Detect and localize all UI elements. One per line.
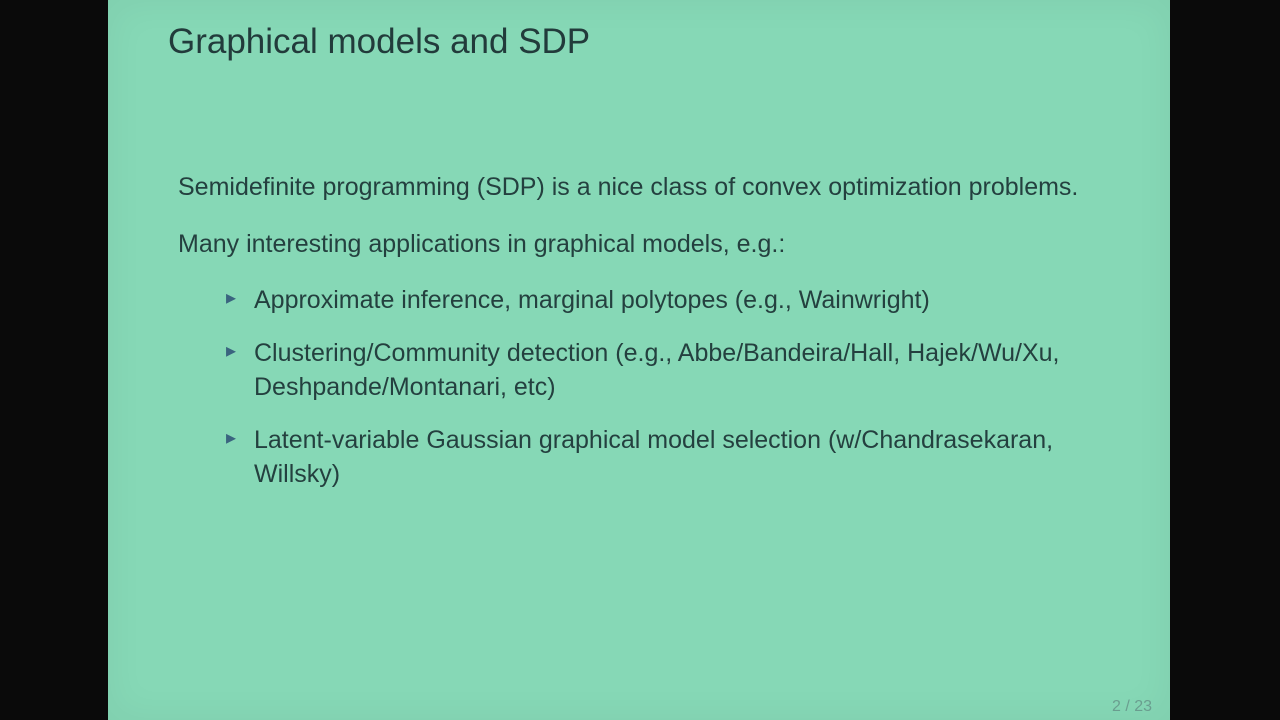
bullet-item: Approximate inference, marginal polytope… bbox=[226, 283, 1098, 318]
slide-body: Semidefinite programming (SDP) is a nice… bbox=[178, 170, 1098, 510]
paragraph: Semidefinite programming (SDP) is a nice… bbox=[178, 170, 1098, 205]
bullet-text: Approximate inference, marginal polytope… bbox=[254, 286, 930, 314]
bullet-text: Latent-variable Gaussian graphical model… bbox=[254, 426, 1053, 489]
slide-title: Graphical models and SDP bbox=[168, 22, 590, 62]
bullet-item: Latent-variable Gaussian graphical model… bbox=[226, 423, 1098, 492]
bullet-text: Clustering/Community detection (e.g., Ab… bbox=[254, 339, 1060, 402]
page-number: 2 / 23 bbox=[1112, 698, 1152, 716]
bullet-item: Clustering/Community detection (e.g., Ab… bbox=[226, 336, 1098, 405]
bullet-list: Approximate inference, marginal polytope… bbox=[226, 283, 1098, 492]
slide: Graphical models and SDP Semidefinite pr… bbox=[108, 0, 1170, 720]
paragraph: Many interesting applications in graphic… bbox=[178, 227, 1098, 262]
